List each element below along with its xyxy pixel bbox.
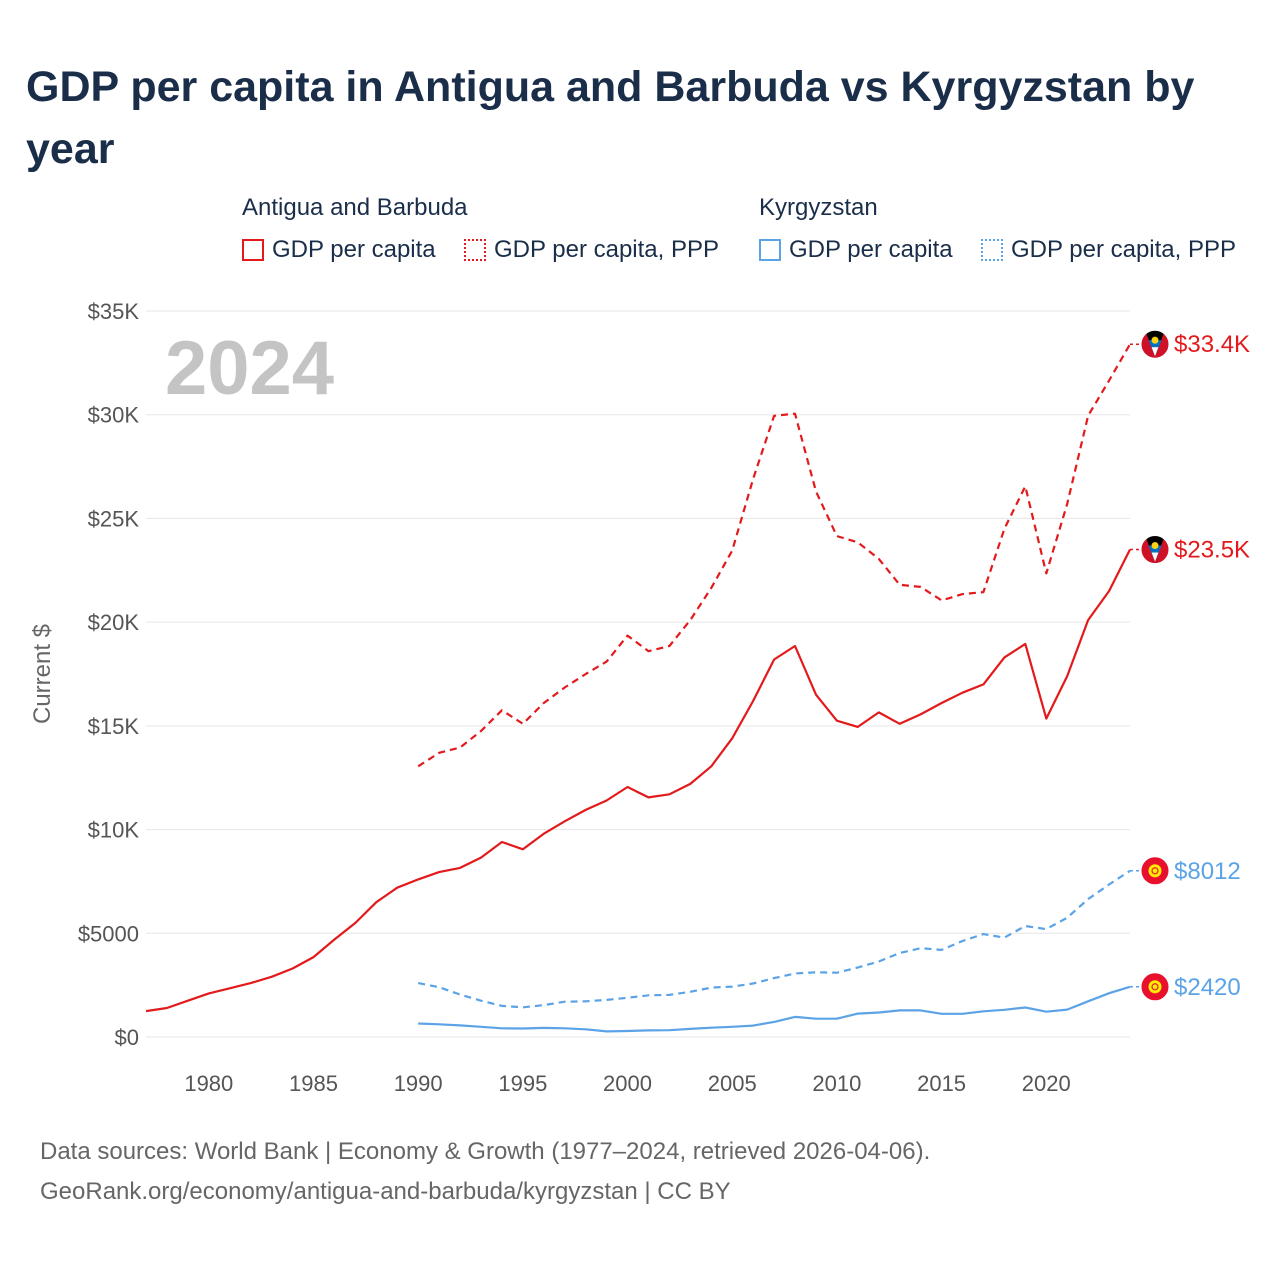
legend-label: GDP per capita, PPP bbox=[494, 236, 719, 263]
y-tick-label: $25K bbox=[88, 506, 140, 531]
end-value-label: $8012 bbox=[1174, 858, 1241, 885]
legend-group-antigua: Antigua and Barbuda bbox=[242, 194, 468, 221]
legend-swatch-dotted-red bbox=[464, 239, 486, 261]
legend-label: GDP per capita bbox=[789, 236, 953, 263]
legend-swatch-solid-blue bbox=[759, 239, 781, 261]
series-line-kyrgyzstan-dashed bbox=[417, 869, 1131, 1009]
x-tick-label: 2015 bbox=[917, 1071, 966, 1096]
x-tick-label: 1980 bbox=[184, 1071, 233, 1096]
footer-url[interactable]: GeoRank.org/economy/antigua-and-barbuda/… bbox=[40, 1178, 731, 1205]
series-line-kyrgyzstan-solid bbox=[418, 985, 1131, 1033]
kyrgyzstan-flag-icon bbox=[1140, 856, 1170, 886]
y-tick-label: $0 bbox=[115, 1025, 139, 1050]
y-tick-label: $5000 bbox=[78, 921, 139, 946]
series-line-antigua-solid bbox=[145, 549, 1131, 1013]
y-tick-label: $10K bbox=[88, 818, 140, 843]
x-tick-label: 2005 bbox=[708, 1071, 757, 1096]
y-tick-label: $20K bbox=[88, 610, 140, 635]
end-value-label: $23.5K bbox=[1174, 537, 1250, 564]
end-value-label: $33.4K bbox=[1174, 331, 1250, 358]
antigua-flag-icon bbox=[1140, 329, 1170, 359]
series bbox=[145, 343, 1131, 1033]
x-tick-label: 2020 bbox=[1022, 1071, 1071, 1096]
footer-sources: Data sources: World Bank | Economy & Gro… bbox=[40, 1138, 931, 1165]
end-value-label: $2420 bbox=[1174, 974, 1241, 1001]
legend-item-kyrgyzstan-ppp[interactable]: GDP per capita, PPP bbox=[981, 235, 1236, 265]
legend-swatch-dotted-blue bbox=[981, 239, 1003, 261]
y-axis-title: Current $ bbox=[29, 624, 56, 724]
y-tick-label: $30K bbox=[88, 403, 140, 428]
kyrgyzstan-flag-icon bbox=[1140, 972, 1170, 1002]
x-tick-label: 1990 bbox=[394, 1071, 443, 1096]
y-tick-label: $15K bbox=[88, 714, 140, 739]
legend-label: GDP per capita, PPP bbox=[1011, 236, 1236, 263]
year-watermark: 2024 bbox=[165, 326, 334, 411]
chart-title: GDP per capita in Antigua and Barbuda vs… bbox=[26, 63, 1195, 173]
series-line-antigua-dashed bbox=[417, 343, 1131, 768]
x-tick-label: 1995 bbox=[498, 1071, 547, 1096]
antigua-flag-icon bbox=[1140, 535, 1170, 565]
axes: $0 $5000 $10K $15K $20K $25K $30K $35K 1980 1985 1… bbox=[78, 299, 1071, 1096]
legend-item-antigua-ppp[interactable]: GDP per capita, PPP bbox=[464, 235, 719, 265]
legend-label: GDP per capita bbox=[272, 236, 436, 263]
legend-swatch-solid-red bbox=[242, 239, 264, 261]
legend-item-antigua-gdp[interactable]: GDP per capita bbox=[242, 235, 436, 265]
legend-group-kyrgyzstan: Kyrgyzstan bbox=[759, 194, 878, 221]
legend-item-kyrgyzstan-gdp[interactable]: GDP per capita bbox=[759, 235, 953, 265]
x-tick-label: 2010 bbox=[812, 1071, 861, 1096]
grid bbox=[146, 310, 1130, 1038]
end-labels: $23.5K $33.4K $2420 $8012 bbox=[1130, 329, 1250, 1002]
y-tick-label: $35K bbox=[88, 299, 140, 324]
x-tick-label: 2000 bbox=[603, 1071, 652, 1096]
x-tick-label: 1985 bbox=[289, 1071, 338, 1096]
